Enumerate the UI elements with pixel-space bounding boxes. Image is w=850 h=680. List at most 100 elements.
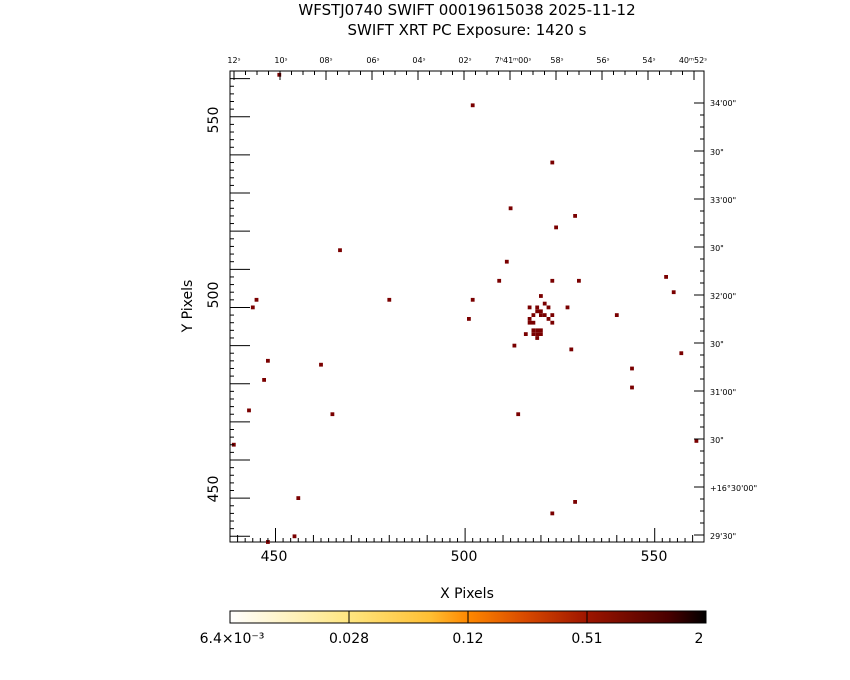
data-point <box>292 534 297 539</box>
data-point <box>550 320 555 325</box>
dec-label: 33'00" <box>710 196 736 205</box>
data-point <box>387 297 392 302</box>
data-point <box>535 328 540 333</box>
data-point <box>546 317 551 321</box>
data-point <box>569 347 574 352</box>
ra-label: 04ˢ <box>412 56 425 65</box>
chart-title: WFSTJ0740 SWIFT 00019615038 2025-11-12 <box>298 1 635 19</box>
data-point <box>262 378 266 382</box>
data-point <box>535 332 540 336</box>
data-point <box>630 366 634 371</box>
ra-label: 54ˢ <box>642 56 655 65</box>
ra-label: 40ᵐ52ˢ <box>679 56 707 65</box>
y-tick-label-550: 550 <box>206 107 222 134</box>
data-point <box>512 343 517 348</box>
data-point <box>535 309 540 314</box>
data-point <box>277 72 282 77</box>
colorbar-label: 6.4×10⁻³ <box>200 631 265 647</box>
dec-label: 31'00" <box>710 388 736 397</box>
data-point <box>504 259 509 264</box>
dec-label: 30" <box>710 148 724 157</box>
y-tick-label-450: 450 <box>206 476 222 503</box>
data-point <box>531 313 536 317</box>
data-point <box>539 313 543 317</box>
dec-label: 30" <box>710 244 724 253</box>
data-point <box>527 317 532 321</box>
dec-axis-ticks <box>694 102 704 536</box>
data-point <box>467 317 471 321</box>
data-point <box>546 305 551 310</box>
data-point <box>542 313 547 317</box>
data-point <box>679 351 684 356</box>
data-point <box>550 160 555 165</box>
y-axis-title: Y Pixels <box>180 280 196 334</box>
data-point <box>470 297 475 302</box>
ra-axis-ticks <box>233 71 695 80</box>
data-point <box>531 320 536 325</box>
data-point <box>671 290 676 295</box>
data-point <box>330 412 335 417</box>
data-point <box>470 103 475 108</box>
ra-label: 08ˢ <box>319 56 332 65</box>
data-point <box>630 385 634 390</box>
x-tick-label-450: 450 <box>261 549 288 565</box>
data-point <box>539 309 543 314</box>
data-point <box>535 336 540 340</box>
x-tick-label-550: 550 <box>641 549 668 565</box>
data-point <box>296 496 301 500</box>
ra-label: 56ˢ <box>596 56 609 65</box>
x-tick-label-500: 500 <box>451 549 478 565</box>
dec-label: 32'00" <box>710 292 736 301</box>
data-point <box>266 358 270 363</box>
colorbar-label: 0.51 <box>571 631 602 647</box>
data-point <box>338 248 342 253</box>
data-point <box>497 278 502 283</box>
data-point <box>577 278 581 283</box>
data-point <box>539 332 543 336</box>
data-point <box>527 305 532 310</box>
dec-label: 30" <box>710 436 724 445</box>
ra-label: 06ˢ <box>366 56 379 65</box>
plot-frame <box>229 70 705 543</box>
dec-label: 34'00" <box>710 99 736 108</box>
data-point <box>535 305 540 310</box>
ra-label: 10ˢ <box>274 56 287 65</box>
data-point <box>508 206 513 211</box>
data-points <box>231 72 699 544</box>
data-point <box>664 275 668 279</box>
data-point <box>523 332 528 336</box>
x-axis-ticks <box>237 528 694 542</box>
data-point <box>527 320 532 325</box>
dec-label: +16°30'00" <box>710 484 757 493</box>
data-point <box>247 408 251 413</box>
data-point <box>516 412 521 417</box>
data-point <box>550 278 555 283</box>
dec-label: 30" <box>710 340 724 349</box>
chart-subtitle: SWIFT XRT PC Exposure: 1420 s <box>348 21 587 39</box>
y-axis-ticks <box>230 78 250 537</box>
data-point <box>539 328 543 333</box>
data-point <box>254 297 259 302</box>
ra-label: 02ˢ <box>458 56 471 65</box>
data-point <box>614 313 619 317</box>
data-point <box>694 439 699 443</box>
x-axis-title: X Pixels <box>440 586 494 602</box>
ra-label: 7ʰ41ᵐ00ˢ <box>495 56 532 65</box>
colorbar-label: 0.028 <box>329 631 369 647</box>
data-point <box>531 332 536 336</box>
data-point <box>565 305 570 310</box>
colorbar-label: 0.12 <box>452 631 483 647</box>
data-point <box>573 214 577 218</box>
data-point <box>539 294 543 298</box>
data-point <box>573 500 577 504</box>
data-point <box>550 511 555 516</box>
data-point <box>319 362 323 367</box>
dec-label: 29'30" <box>710 532 736 541</box>
data-point <box>554 225 558 230</box>
data-point <box>531 328 536 333</box>
data-point <box>550 313 555 317</box>
data-point <box>542 301 547 306</box>
colorbar-label: 2 <box>695 631 704 647</box>
ra-label: 12ˢ <box>227 56 240 65</box>
